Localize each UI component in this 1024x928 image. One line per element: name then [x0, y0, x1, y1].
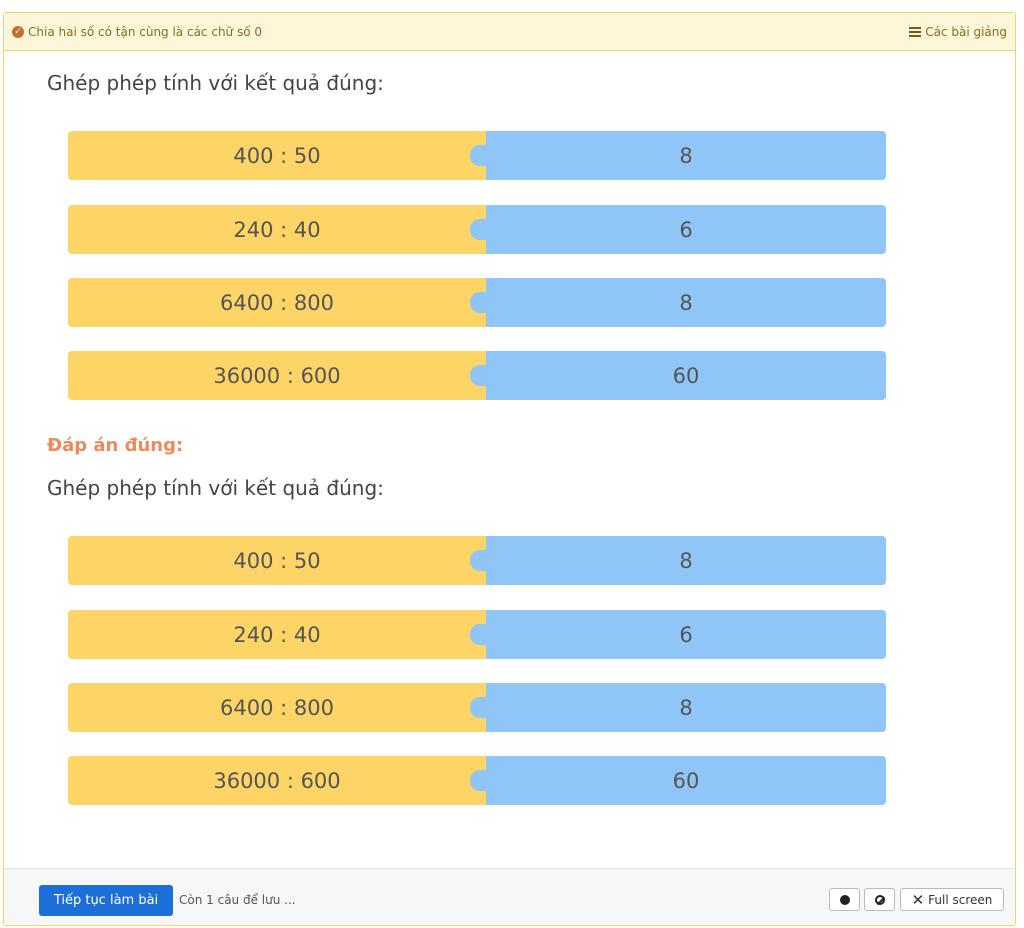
result-tile[interactable]: 6 — [486, 205, 886, 254]
answer-pair: 400 : 50 8 — [68, 536, 886, 585]
puzzle-connector — [470, 624, 486, 645]
expression-tile[interactable]: 240 : 40 — [68, 205, 486, 254]
answer-expression-tile: 400 : 50 — [68, 536, 486, 585]
fullscreen-button[interactable]: ✕ Full screen — [900, 888, 1004, 911]
list-icon — [909, 26, 922, 37]
match-pair[interactable]: 240 : 40 6 — [68, 205, 886, 254]
lesson-frame: ✓ Chia hai số có tận cùng là các chữ số … — [3, 12, 1016, 926]
check-circle-icon: ✓ — [12, 25, 24, 38]
puzzle-connector — [470, 219, 486, 240]
eye-icon — [839, 894, 850, 905]
answer-prompt: Ghép phép tính với kết quả đúng: — [47, 476, 384, 500]
correct-answer-label: Đáp án đúng: — [47, 435, 184, 456]
answer-result-tile: 60 — [486, 756, 886, 805]
puzzle-connector — [470, 770, 486, 791]
ban-icon — [874, 894, 885, 905]
answer-pair: 6400 : 800 8 — [68, 683, 886, 732]
lesson-title-group: ✓ Chia hai số có tận cùng là các chữ số … — [12, 25, 262, 39]
match-pair[interactable]: 400 : 50 8 — [68, 131, 886, 180]
continue-button[interactable]: Tiếp tục làm bài — [39, 885, 173, 916]
lesson-title: Chia hai số có tận cùng là các chữ số 0 — [28, 24, 263, 39]
result-tile[interactable]: 8 — [486, 278, 886, 327]
answer-expression-tile: 240 : 40 — [68, 610, 486, 659]
result-tile[interactable]: 60 — [486, 351, 886, 400]
lesson-header: ✓ Chia hai số có tận cùng là các chữ số … — [4, 13, 1015, 51]
question-prompt: Ghép phép tính với kết quả đúng: — [47, 71, 384, 95]
answer-result-tile: 8 — [486, 683, 886, 732]
expression-tile[interactable]: 36000 : 600 — [68, 351, 486, 400]
expression-tile[interactable]: 6400 : 800 — [68, 278, 486, 327]
puzzle-connector — [470, 550, 486, 571]
puzzle-connector — [470, 292, 486, 313]
puzzle-connector — [470, 365, 486, 386]
match-pair[interactable]: 6400 : 800 8 — [68, 278, 886, 327]
puzzle-connector — [470, 697, 486, 718]
lessons-link-label[interactable]: Các bài giảng — [925, 24, 1007, 39]
footer-bar: Tiếp tục làm bài Còn 1 câu để lưu ... ✕ … — [4, 868, 1015, 925]
match-pair[interactable]: 36000 : 600 60 — [68, 351, 886, 400]
fullscreen-label: Full screen — [928, 892, 993, 907]
expression-tile[interactable]: 400 : 50 — [68, 131, 486, 180]
answer-expression-tile: 6400 : 800 — [68, 683, 486, 732]
result-tile[interactable]: 8 — [486, 131, 886, 180]
show-answer-button[interactable] — [829, 888, 860, 911]
answer-result-tile: 8 — [486, 536, 886, 585]
puzzle-connector — [470, 145, 486, 166]
reset-button[interactable] — [864, 888, 895, 911]
remaining-status: Còn 1 câu để lưu ... — [179, 893, 296, 907]
answer-pair: 36000 : 600 60 — [68, 756, 886, 805]
lessons-link[interactable]: Các bài giảng — [909, 25, 1007, 39]
answer-result-tile: 6 — [486, 610, 886, 659]
answer-expression-tile: 36000 : 600 — [68, 756, 486, 805]
answer-pair: 240 : 40 6 — [68, 610, 886, 659]
close-x-icon: ✕ — [911, 890, 925, 909]
